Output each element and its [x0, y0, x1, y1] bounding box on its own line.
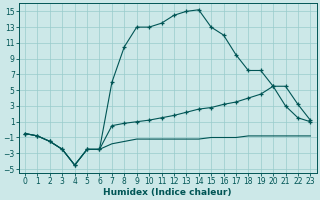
X-axis label: Humidex (Indice chaleur): Humidex (Indice chaleur) — [103, 188, 232, 197]
